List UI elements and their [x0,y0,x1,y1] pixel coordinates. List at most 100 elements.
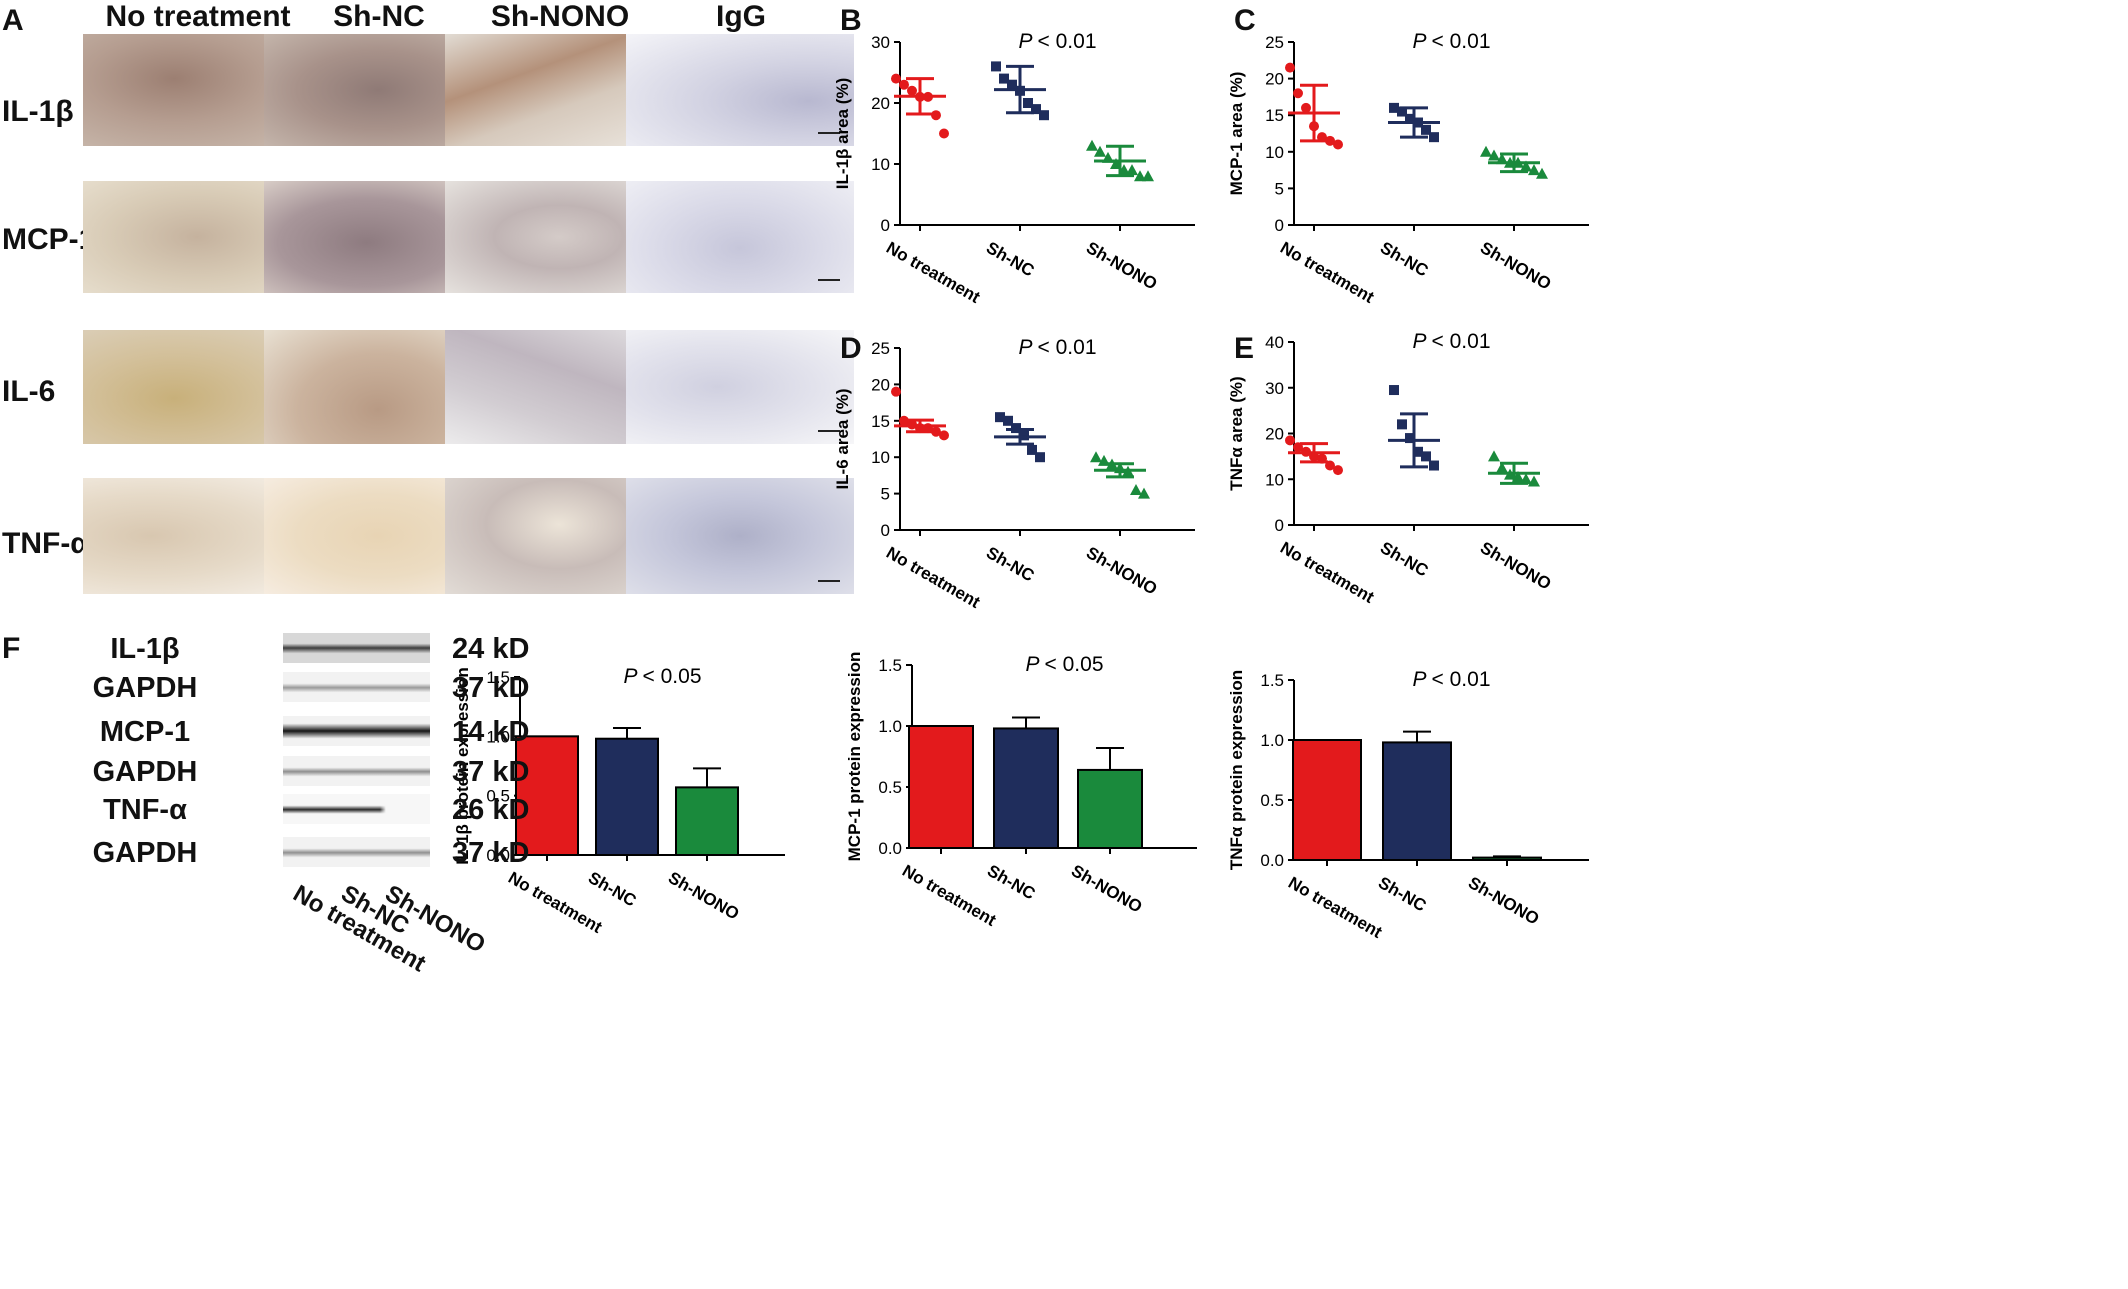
x-tick-label: No treatment [1277,538,1378,607]
bar [1472,856,1542,862]
y-tick-label: 0.5 [878,778,902,797]
chart-b-il1b-area: 0 10 20 30 IL-1β area (%) No treatment Sh-NC Sh… [833,30,1195,307]
y-tick-label: 5 [881,485,890,504]
scale-bar [818,132,840,134]
data-point [991,61,1001,72]
data-point [1039,110,1049,121]
wb-label-gapdh-2: GAPDH [92,756,198,788]
bar [515,735,579,856]
panel-letter-f: F [2,632,21,665]
micrograph-il1b-igg [626,34,854,146]
data-point [1528,475,1540,487]
micrograph-tnfa-igg [626,478,854,594]
x-tick-label: Sh-NONO [1477,238,1554,294]
y-tick-label: 25 [871,339,890,358]
data-point [1094,145,1106,157]
y-tick-label: 20 [1265,70,1284,89]
data-point [1035,452,1045,463]
panel-letter-a: A [2,4,24,37]
data-point [1429,132,1439,143]
data-point [1429,460,1439,471]
y-axis-label: IL-1β area (%) [833,78,852,189]
bar [908,725,974,849]
data-point [1397,419,1407,430]
data-point [1134,170,1146,182]
y-tick-label: 25 [1265,33,1284,52]
p-value-label: P < 0.01 [1018,336,1096,359]
y-axis-label: TNFα protein expression [1227,670,1246,870]
data-point [1023,98,1033,108]
chart-f2-mcp1-protein: 0.0 0.5 1.0 1.5 MCP-1 protein expression No t… [845,652,1197,930]
data-point [1480,145,1492,157]
data-point [1325,135,1335,146]
data-point [1090,451,1102,463]
x-tick-label: Sh-NC [983,238,1037,280]
y-tick-label: 15 [871,412,890,431]
y-tick-label: 1.0 [878,717,902,736]
data-point [1389,385,1399,396]
data-point [999,73,1009,84]
wb-label-tnfa: TNF-α [103,794,187,826]
p-value-label: P < 0.01 [1412,330,1490,353]
y-axis-label: TNFα area (%) [1227,376,1246,490]
micrograph-mcp1-igg [626,181,854,293]
x-tick-label: Sh-NC [585,868,639,910]
bar [1382,741,1452,861]
bar [1292,739,1362,861]
x-tick-label: Sh-NC [984,861,1038,903]
row-label-il1b: IL-1β [2,95,74,128]
data-point [1520,160,1532,172]
y-tick-label: 1.5 [486,668,510,687]
scale-bar [818,580,840,582]
wb-kd-il1b: 24 kD [452,633,530,665]
x-tick-label: Sh-NC [1377,538,1431,580]
wb-band-il1b [283,633,430,663]
column-header-no-treatment: No treatment [105,0,291,33]
wb-label-mcp1: MCP-1 [99,716,191,748]
p-value-label: P < 0.01 [1412,30,1490,53]
scale-bar [818,430,840,432]
bar [1077,768,1143,849]
y-tick-label: 10 [1265,143,1284,162]
data-point [1496,461,1508,473]
y-tick-label: 30 [1265,379,1284,398]
y-tick-label: 0.0 [1260,851,1284,870]
data-point [899,415,909,426]
wb-band-tnfa [283,794,430,824]
y-tick-label: 0.5 [1260,791,1284,810]
x-tick-label: Sh-NC [1375,873,1429,915]
x-tick-label: Sh-NONO [1465,873,1542,929]
bar [675,786,739,856]
chart-d-il6-area: 0 5 10 15 20 25 IL-6 area (%) No treatment Sh-NC… [833,336,1195,612]
x-tick-label: No treatment [883,543,984,612]
wb-kd-mcp1: 14 kD [452,716,530,748]
y-tick-label: 40 [1265,333,1284,352]
data-point [995,412,1005,423]
row-label-il6: IL-6 [2,375,56,408]
chart-f3-tnfa-protein: 0.0 0.5 1.0 1.5 TNFα protein expression No tr… [1227,668,1589,942]
data-point [1031,104,1041,115]
row-label-tnfa: TNF-α [2,527,89,560]
y-axis-label: IL-6 area (%) [833,388,852,489]
wb-band-gapdh-3 [283,837,430,867]
data-point [1421,124,1431,135]
panel-letter-e: E [1234,332,1255,365]
data-point [1086,139,1098,151]
y-tick-label: 5 [1275,179,1284,198]
y-tick-label: 1.5 [1260,671,1284,690]
wb-kd-tnfa: 26 kD [452,794,530,826]
data-point [899,79,909,90]
y-tick-label: 0 [881,521,890,540]
y-tick-label: 0 [881,216,890,235]
data-point [1488,450,1500,462]
bar [595,737,659,856]
wb-kd-gapdh-3: 37 kD [452,837,530,869]
data-point [891,73,901,84]
bar [993,727,1059,849]
data-point [1528,164,1540,176]
wb-kd-gapdh-2: 37 kD [452,756,530,788]
y-tick-label: 1.0 [1260,731,1284,750]
wb-kd-gapdh-1: 37 kD [452,672,530,704]
p-value-label: P < 0.05 [623,665,701,688]
